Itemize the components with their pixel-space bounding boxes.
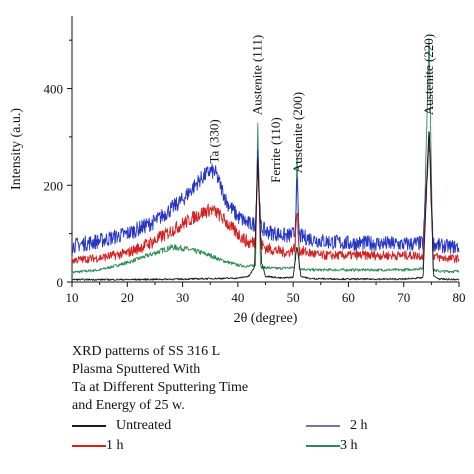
legend: XRD patterns of SS 316 L Plasma Sputtere… — [72, 343, 462, 457]
y-tick-label: 400 — [44, 82, 64, 97]
series-line-untreated — [71, 127, 460, 281]
legend-swatch — [306, 425, 340, 427]
y-axis-label: Intensity (a.u.) — [9, 108, 24, 190]
peak-annotation: Austenite (220) — [421, 34, 436, 115]
x-tick-label: 50 — [287, 290, 300, 305]
legend-item-1h: 1 h — [72, 437, 124, 455]
peak-annotation: Ferrite (110) — [268, 117, 283, 183]
peak-annotation: Ta (330) — [207, 119, 222, 163]
x-tick-label: 40 — [231, 290, 244, 305]
peak-annotation: Austenite (111) — [250, 35, 265, 115]
series-line-2-h — [71, 132, 460, 254]
peak-annotation: Austenite (200) — [290, 92, 305, 173]
legend-label: 1 h — [106, 438, 124, 453]
x-axis-label: 2θ (degree) — [234, 311, 298, 326]
series-line-3-h — [71, 32, 460, 274]
legend-entries: Untreated 1 h 2 h 3 h — [72, 417, 462, 457]
y-tick-label: 200 — [44, 178, 64, 193]
legend-title-line: XRD patterns of SS 316 L — [72, 344, 221, 359]
series-line-1-h — [71, 136, 460, 264]
legend-title-line: and Energy of 25 w. — [72, 398, 185, 413]
legend-swatch — [72, 445, 106, 447]
x-tick-label: 70 — [397, 290, 410, 305]
legend-label: 2 h — [350, 418, 368, 433]
legend-item-untreated: Untreated — [72, 417, 171, 435]
x-tick-label: 10 — [66, 290, 79, 305]
x-tick-label: 60 — [342, 290, 355, 305]
x-tick-label: 80 — [453, 290, 466, 305]
legend-title-line: Plasma Sputtered With — [72, 362, 201, 377]
legend-title: XRD patterns of SS 316 L Plasma Sputtere… — [72, 343, 462, 415]
x-tick-label: 20 — [121, 290, 134, 305]
legend-label: Untreated — [116, 418, 172, 433]
y-tick-label: 0 — [57, 275, 64, 290]
legend-label: 3 h — [340, 438, 358, 453]
legend-item-3h: 3 h — [306, 437, 358, 455]
legend-swatch — [306, 445, 340, 447]
legend-title-line: Ta at Different Sputtering Time — [72, 380, 249, 395]
legend-swatch — [72, 425, 106, 427]
x-tick-label: 30 — [176, 290, 189, 305]
legend-item-2h: 2 h — [306, 417, 368, 435]
